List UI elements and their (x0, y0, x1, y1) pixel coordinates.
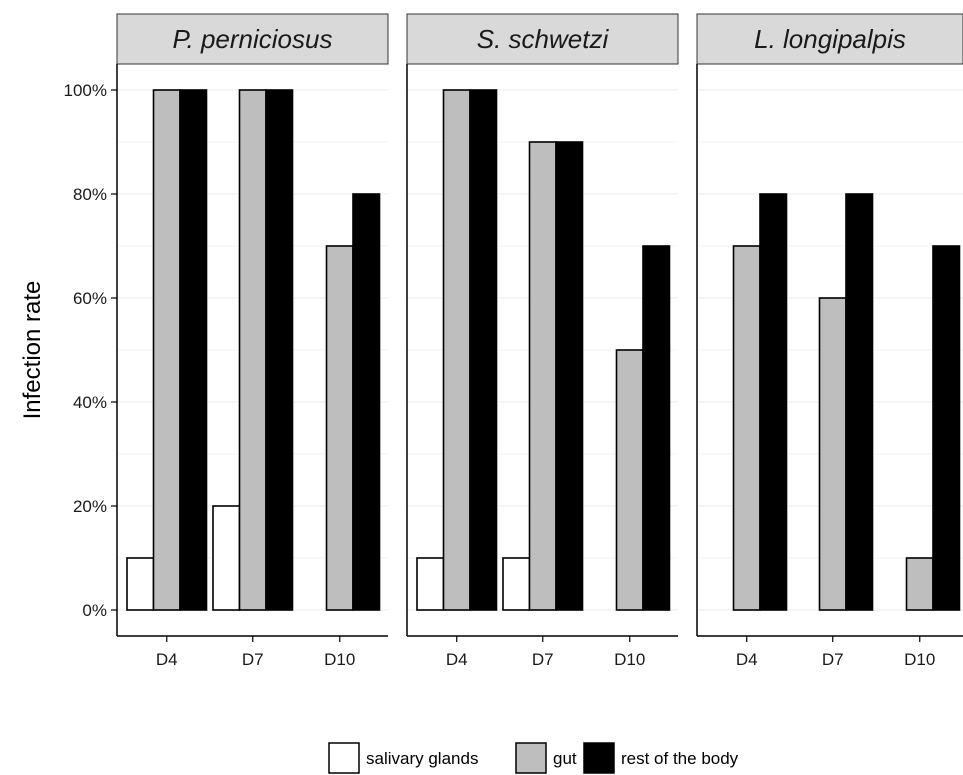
facet-title: S. schwetzi (477, 24, 610, 54)
bar-rest-of-the-body-D10 (932, 245, 961, 611)
facet-panel-3: L. longipalpis D4 D7 D10 (696, 13, 963, 669)
x-tick-label: D10 (904, 650, 935, 669)
bar-rest-of-the-body-D10 (352, 193, 381, 611)
y-tick-label: 80% (73, 185, 107, 204)
bar-rest-of-the-body-D7 (555, 141, 584, 611)
y-axis: 0% 20% 40% 60% 80% 100% (64, 81, 117, 620)
legend-key (583, 742, 615, 774)
bar-gut-D4 (152, 89, 181, 611)
bar-gut-D7 (528, 141, 557, 611)
facet-panel-2: S. schwetzi D4 D7 D10 (406, 13, 679, 669)
bar-gut-D7 (818, 297, 847, 611)
legend-label: salivary glands (366, 749, 478, 768)
bar-gut-D4 (732, 245, 761, 611)
y-tick-label: 40% (73, 393, 107, 412)
legend: salivary glands gut rest of the body (328, 742, 739, 774)
bar-salivary-glands-D7 (212, 505, 241, 611)
x-tick-label: D4 (736, 650, 758, 669)
bar-gut-D10 (905, 557, 934, 611)
y-tick-label: 60% (73, 289, 107, 308)
legend-label: rest of the body (621, 749, 739, 768)
legend-item-rest-of-the-body: rest of the body (583, 742, 739, 774)
x-tick-label: D7 (242, 650, 264, 669)
x-tick-label: D7 (532, 650, 554, 669)
x-tick-label: D10 (614, 650, 645, 669)
bar-gut-D10 (615, 349, 644, 611)
bar-rest-of-the-body-D7 (845, 193, 874, 611)
y-tick-label: 0% (82, 601, 107, 620)
bar-gut-D7 (238, 89, 267, 611)
x-tick-label: D7 (822, 650, 844, 669)
bar-rest-of-the-body-D4 (469, 89, 498, 611)
facet-title: L. longipalpis (754, 24, 906, 54)
y-axis-label: Infection rate (19, 281, 46, 420)
y-tick-label: 100% (64, 81, 107, 100)
bar-rest-of-the-body-D10 (642, 245, 671, 611)
bar-salivary-glands-D7 (502, 557, 531, 611)
legend-item-salivary-glands: salivary glands (328, 742, 478, 774)
bar-salivary-glands-D4 (416, 557, 445, 611)
x-tick-label: D4 (156, 650, 178, 669)
legend-item-gut: gut (515, 742, 577, 774)
facet-strip (406, 13, 679, 65)
facet-panel-1: P. perniciosus D4 D7 D10 (116, 13, 389, 669)
facet-strip (116, 13, 389, 65)
x-tick-label: D10 (324, 650, 355, 669)
legend-key (328, 742, 360, 774)
bar-salivary-glands-D4 (126, 557, 155, 611)
bar-rest-of-the-body-D4 (179, 89, 208, 611)
legend-key (515, 742, 547, 774)
bar-rest-of-the-body-D4 (759, 193, 788, 611)
bar-gut-D10 (325, 245, 354, 611)
bar-gut-D4 (442, 89, 471, 611)
legend-label: gut (553, 749, 577, 768)
bar-rest-of-the-body-D7 (265, 89, 294, 611)
y-tick-label: 20% (73, 497, 107, 516)
x-tick-label: D4 (446, 650, 468, 669)
facet-title: P. perniciosus (173, 24, 333, 54)
facet-strip (696, 13, 963, 65)
